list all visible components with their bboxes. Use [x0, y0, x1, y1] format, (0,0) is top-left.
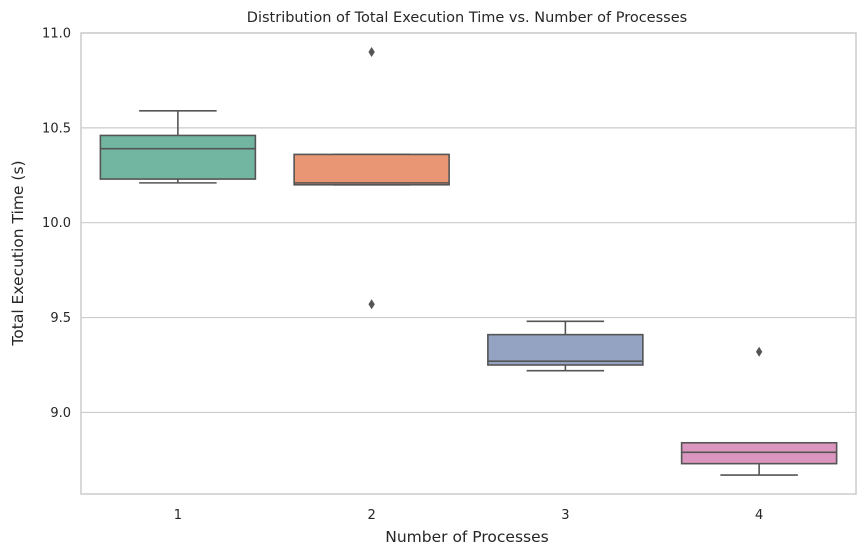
outlier-point	[368, 46, 375, 57]
x-tick-label: 3	[561, 508, 569, 523]
box-iqr	[293, 153, 450, 186]
gridlines	[81, 32, 856, 414]
x-tick-label: 1	[174, 508, 182, 523]
box-iqr	[487, 333, 644, 366]
outlier-point	[755, 346, 763, 357]
outlier-point	[368, 299, 375, 310]
x-tick-label: 2	[367, 508, 375, 523]
y-axis-label: Total Execution Time (s)	[9, 160, 27, 346]
x-axis-ticks: 1 2 3 4	[174, 508, 764, 523]
plot-area	[80, 32, 857, 495]
y-tick-label: 9.0	[50, 406, 71, 421]
x-tick-label: 4	[755, 508, 763, 523]
box-4	[680, 346, 838, 476]
box-1	[99, 109, 257, 184]
y-tick-label: 10.0	[42, 216, 71, 231]
y-axis-ticks: 9.0 9.5 10.0 10.5 11.0	[42, 27, 71, 421]
y-tick-label: 10.5	[42, 121, 71, 136]
box-3	[487, 320, 644, 372]
y-tick-label: 11.0	[42, 27, 71, 42]
x-axis-label: Number of Processes	[385, 528, 548, 546]
box-2	[293, 46, 450, 310]
box-iqr	[99, 134, 257, 180]
y-tick-label: 9.5	[50, 311, 71, 326]
chart-title: Distribution of Total Execution Time vs.…	[247, 10, 687, 26]
boxes-group	[99, 46, 838, 476]
box-iqr	[680, 441, 838, 465]
